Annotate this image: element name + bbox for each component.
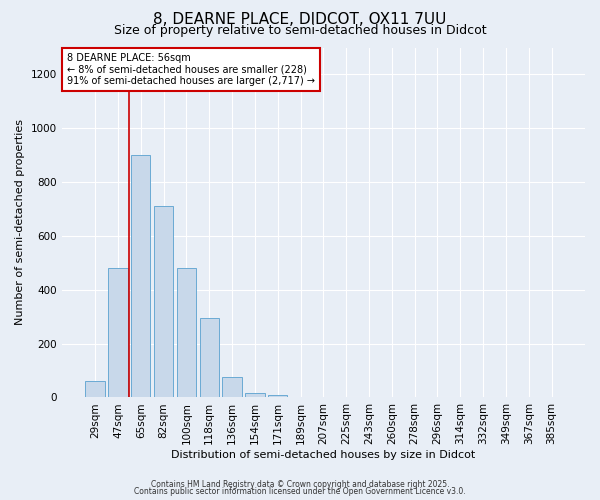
Bar <box>131 155 151 398</box>
Text: 8 DEARNE PLACE: 56sqm
← 8% of semi-detached houses are smaller (228)
91% of semi: 8 DEARNE PLACE: 56sqm ← 8% of semi-detac… <box>67 52 315 86</box>
Text: Contains public sector information licensed under the Open Government Licence v3: Contains public sector information licen… <box>134 487 466 496</box>
Text: Size of property relative to semi-detached houses in Didcot: Size of property relative to semi-detach… <box>113 24 487 37</box>
Bar <box>245 394 265 398</box>
Bar <box>154 206 173 398</box>
Bar <box>223 378 242 398</box>
Y-axis label: Number of semi-detached properties: Number of semi-detached properties <box>15 120 25 326</box>
Bar <box>200 318 219 398</box>
Bar <box>108 268 128 398</box>
X-axis label: Distribution of semi-detached houses by size in Didcot: Distribution of semi-detached houses by … <box>171 450 475 460</box>
Bar <box>177 268 196 398</box>
Text: 8, DEARNE PLACE, DIDCOT, OX11 7UU: 8, DEARNE PLACE, DIDCOT, OX11 7UU <box>154 12 446 28</box>
Bar <box>268 395 287 398</box>
Text: Contains HM Land Registry data © Crown copyright and database right 2025.: Contains HM Land Registry data © Crown c… <box>151 480 449 489</box>
Bar <box>85 382 105 398</box>
